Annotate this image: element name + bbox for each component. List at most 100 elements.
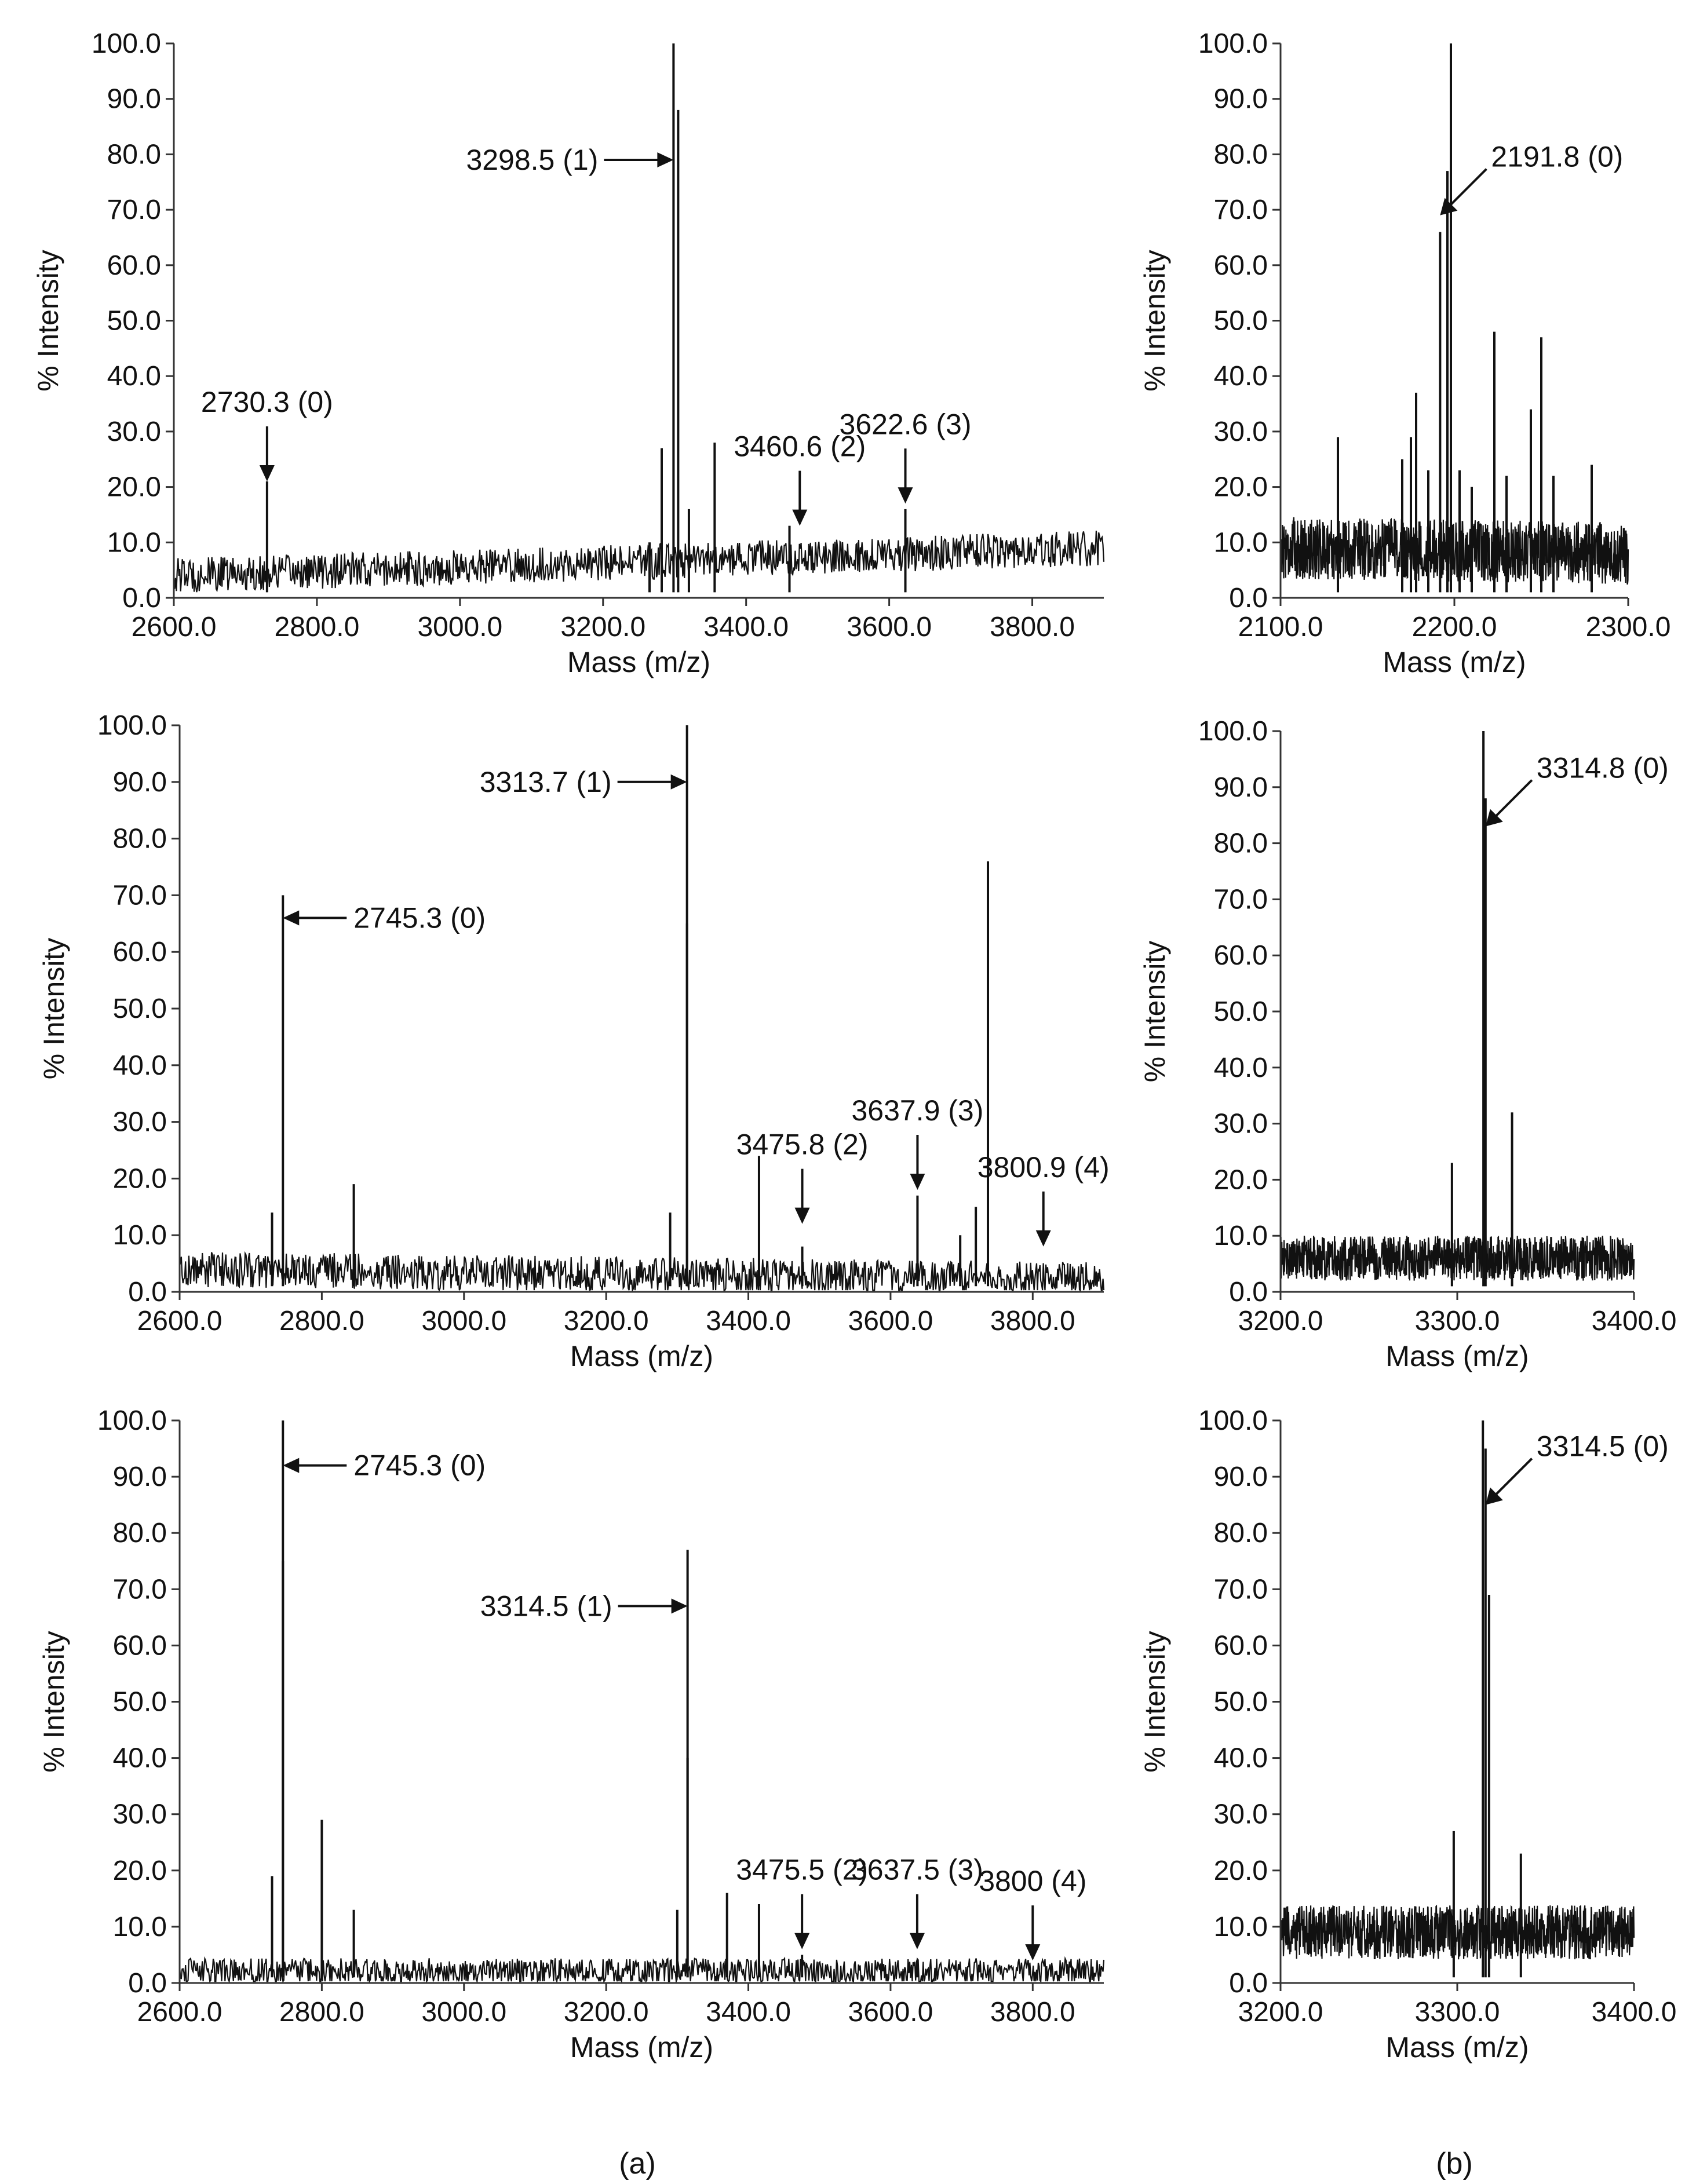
spectrum-panel-3: 0.0 10.0 20.0 30.0 40.0 50.0 60.0 70.0 80.0 90.0 1… [38, 710, 1110, 1372]
spectrum-panel-5: 0.0 10.0 20.0 30.0 40.0 50.0 60.0 70.0 80.0 90.0 1… [38, 1405, 1105, 2064]
y-tick-label: 80.0 [1214, 828, 1268, 859]
y-tick-label: 50.0 [1214, 306, 1268, 337]
y-tick-label: 50.0 [1214, 1687, 1268, 1718]
spectrum-trace [178, 1251, 1105, 1292]
y-tick-label: 30.0 [107, 417, 161, 447]
y-tick-label: 50.0 [1214, 996, 1268, 1027]
peak-annotation: 2745.3 (0) [283, 1449, 486, 1482]
y-tick-label: 50.0 [107, 306, 161, 337]
y-tick-label: 0.0 [1229, 1277, 1268, 1308]
y-tick-label: 20.0 [113, 1163, 167, 1194]
x-tick-label: 3200.0 [1238, 1997, 1323, 2028]
y-tick-label: 40.0 [1214, 1743, 1268, 1774]
x-tick-label: 3300.0 [1415, 1306, 1500, 1336]
peak-label: 2745.3 (0) [353, 902, 486, 934]
peak-label: 3460.6 (2) [734, 430, 866, 463]
y-axis-title: % Intensity [32, 250, 64, 392]
peak-label: 2745.3 (0) [353, 1449, 486, 1482]
y-axis-title: % Intensity [1139, 941, 1171, 1083]
x-tick-label: 3300.0 [1415, 1997, 1500, 2028]
peak-annotation: 3475.8 (2) [736, 1128, 869, 1224]
y-tick-label: 70.0 [1214, 1574, 1268, 1605]
y-tick-label: 40.0 [113, 1050, 167, 1081]
y-tick-label: 30.0 [113, 1799, 167, 1830]
x-axis-title: Mass (m/z) [1383, 646, 1526, 678]
y-tick-label: 100.0 [1198, 28, 1268, 59]
x-tick-label: 3800.0 [990, 1306, 1075, 1336]
peak-label: 3314.5 (1) [480, 1590, 612, 1622]
x-tick-label: 3200.0 [560, 612, 645, 642]
panel-label-b: (b) [1436, 2147, 1473, 2181]
y-tick-label: 30.0 [1214, 1109, 1268, 1140]
peak-annotation: 3622.6 (3) [840, 408, 972, 504]
y-tick-label: 0.0 [1229, 583, 1268, 613]
x-tick-label: 3400.0 [703, 612, 789, 642]
y-tick-label: 50.0 [113, 994, 167, 1024]
y-tick-label: 10.0 [1214, 1221, 1268, 1251]
x-axis-title: Mass (m/z) [570, 1340, 713, 1372]
y-tick-label: 100.0 [97, 1405, 167, 1436]
y-axis-title: % Intensity [1139, 250, 1171, 392]
peak-annotation: 3460.6 (2) [734, 430, 866, 526]
y-tick-label: 70.0 [107, 195, 161, 225]
y-tick-label: 60.0 [107, 250, 161, 281]
peak-annotation: 3314.5 (1) [480, 1590, 688, 1622]
y-tick-label: 70.0 [113, 880, 167, 911]
y-tick-label: 20.0 [1214, 1856, 1268, 1886]
y-tick-label: 0.0 [1229, 1968, 1268, 1999]
y-tick-label: 60.0 [113, 937, 167, 967]
x-tick-label: 2600.0 [132, 612, 217, 642]
y-tick-label: 10.0 [1214, 1912, 1268, 1942]
y-tick-label: 90.0 [107, 84, 161, 115]
y-tick-label: 30.0 [1214, 1799, 1268, 1830]
peak-label: 3622.6 (3) [840, 408, 972, 440]
y-tick-label: 90.0 [1214, 772, 1268, 803]
x-tick-label: 3000.0 [421, 1997, 506, 2028]
peak-label: 3313.7 (1) [480, 766, 612, 798]
y-tick-label: 10.0 [1214, 527, 1268, 558]
spectrum-panel-4: 0.0 10.0 20.0 30.0 40.0 50.0 60.0 70.0 80.0 90.0 1… [1139, 716, 1676, 1372]
x-tick-label: 3600.0 [848, 1306, 933, 1336]
peak-annotation: 2745.3 (0) [283, 902, 486, 934]
peak-label: 3637.9 (3) [851, 1094, 983, 1127]
peak-label: 3314.5 (0) [1537, 1430, 1669, 1463]
peak-annotation: 3800 (4) [979, 1865, 1086, 1961]
y-tick-label: 60.0 [113, 1630, 167, 1661]
x-axis-title: Mass (m/z) [1385, 2031, 1529, 2064]
x-tick-label: 3800.0 [990, 612, 1075, 642]
x-axis-title: Mass (m/z) [567, 646, 710, 678]
peak-label: 3637.5 (3) [851, 1854, 983, 1886]
y-tick-label: 80.0 [1214, 1518, 1268, 1548]
spectrum-trace [1279, 517, 1629, 585]
panel-label-a: (a) [619, 2147, 656, 2181]
y-tick-label: 80.0 [113, 824, 167, 854]
x-tick-label: 2800.0 [275, 612, 360, 642]
spectrum-panel-1: 0.0 10.0 20.0 30.0 40.0 50.0 60.0 70.0 80.0 90.0 1… [32, 28, 1105, 678]
x-tick-label: 3000.0 [421, 1306, 506, 1336]
x-tick-label: 3400.0 [706, 1997, 791, 2028]
y-tick-label: 90.0 [113, 1462, 167, 1492]
y-tick-label: 50.0 [113, 1687, 167, 1718]
peak-label: 3800.9 (4) [977, 1151, 1110, 1184]
y-tick-label: 40.0 [1214, 361, 1268, 392]
peak-label: 3475.8 (2) [736, 1128, 869, 1161]
x-tick-label: 2600.0 [137, 1997, 223, 2028]
x-tick-label: 2100.0 [1238, 612, 1323, 642]
y-axis-title: % Intensity [1139, 1631, 1171, 1773]
x-tick-label: 3000.0 [417, 612, 502, 642]
y-tick-label: 20.0 [1214, 1164, 1268, 1195]
x-tick-label: 2600.0 [137, 1306, 223, 1336]
y-tick-label: 80.0 [113, 1518, 167, 1548]
y-tick-label: 100.0 [97, 710, 167, 741]
spectrum-panel-2: 0.0 10.0 20.0 30.0 40.0 50.0 60.0 70.0 80.0 90.0 1… [1139, 28, 1670, 678]
x-tick-label: 2200.0 [1412, 612, 1497, 642]
y-axis-title: % Intensity [38, 1631, 70, 1773]
y-tick-label: 60.0 [1214, 1630, 1268, 1661]
spectrum-panel-6: 0.0 10.0 20.0 30.0 40.0 50.0 60.0 70.0 80.0 90.0 1… [1139, 1405, 1676, 2064]
peak-annotation: 3475.5 (2) [736, 1854, 868, 1949]
peak-label: 3314.8 (0) [1537, 752, 1669, 784]
peak-label: 3475.5 (2) [736, 1854, 868, 1886]
y-tick-label: 60.0 [1214, 250, 1268, 281]
y-tick-label: 80.0 [107, 139, 161, 170]
y-tick-label: 100.0 [1198, 1405, 1268, 1436]
